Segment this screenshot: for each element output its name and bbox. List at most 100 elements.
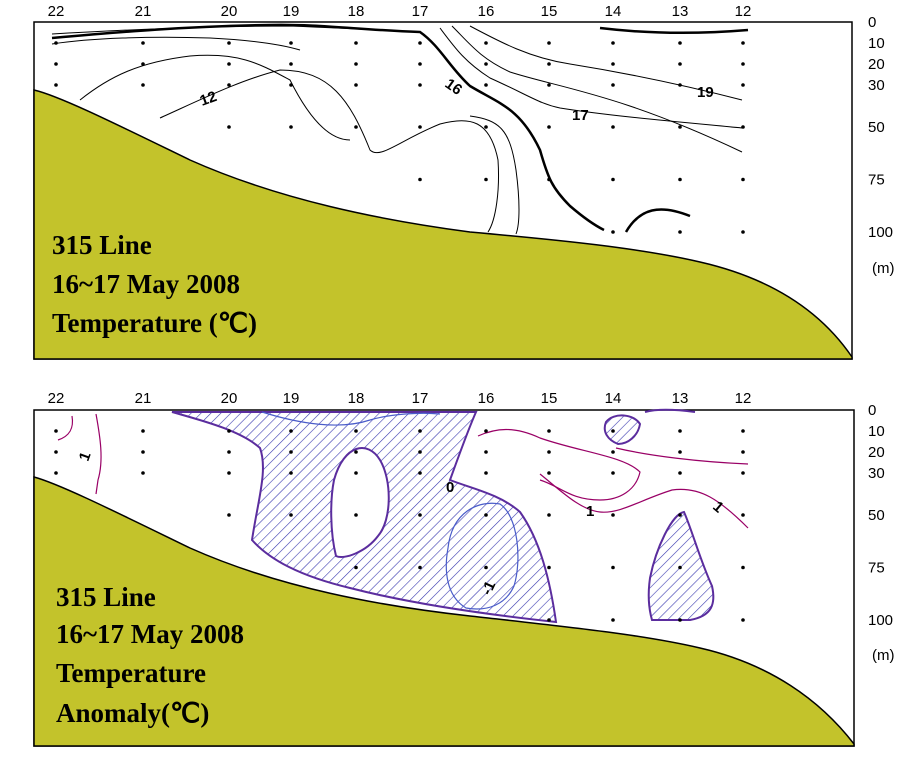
station-label: 15 bbox=[541, 3, 558, 20]
sample-point bbox=[354, 125, 358, 129]
sample-point bbox=[741, 429, 745, 433]
anomaly-contour-line bbox=[615, 447, 749, 465]
sample-point bbox=[547, 450, 551, 454]
contour-label: 17 bbox=[572, 107, 589, 124]
depth-label: 100 bbox=[868, 612, 893, 629]
station-label: 18 bbox=[348, 3, 365, 20]
sample-point bbox=[678, 230, 682, 234]
sample-point bbox=[227, 450, 231, 454]
anomaly-contour-line bbox=[57, 415, 74, 441]
station-label: 18 bbox=[348, 390, 365, 407]
sample-point bbox=[354, 429, 358, 433]
sample-point bbox=[141, 41, 145, 45]
anomaly-contour-line bbox=[539, 473, 749, 529]
sample-point bbox=[289, 429, 293, 433]
sample-point bbox=[141, 471, 145, 475]
temperature-panel: 22 21 20 19 18 17 16 15 14 13 12 0 10 20 30 50 75 100 (m… bbox=[33, 3, 895, 360]
sample-point bbox=[418, 565, 422, 570]
depth-label: 75 bbox=[868, 560, 885, 577]
temperature-depth-labels: 0 10 20 30 50 75 100 bbox=[868, 14, 893, 241]
station-label: 21 bbox=[135, 3, 152, 20]
sample-point bbox=[227, 471, 231, 475]
sample-point bbox=[141, 83, 145, 87]
anomaly-caption-line: 315 Line bbox=[56, 582, 156, 612]
depth-label: 75 bbox=[868, 172, 885, 189]
depth-label: 30 bbox=[868, 465, 885, 482]
sample-point bbox=[741, 125, 745, 129]
sample-point bbox=[741, 618, 745, 622]
anomaly-caption-line: 16~17 May 2008 bbox=[56, 619, 244, 649]
depth-label: 10 bbox=[868, 423, 885, 440]
contour-line bbox=[439, 27, 743, 129]
sample-point bbox=[547, 513, 551, 517]
temperature-caption-line: 16~17 May 2008 bbox=[52, 269, 240, 299]
anomaly-contour-line bbox=[95, 413, 102, 495]
depth-label: 50 bbox=[868, 507, 885, 524]
anomaly-caption-line: Anomaly(℃) bbox=[56, 698, 209, 728]
depth-label: 10 bbox=[868, 35, 885, 52]
contour-line bbox=[624, 208, 691, 233]
sample-point bbox=[54, 429, 58, 433]
contour-line bbox=[469, 25, 743, 101]
sample-point bbox=[741, 450, 745, 454]
station-label: 19 bbox=[283, 390, 300, 407]
contour-line bbox=[599, 26, 749, 35]
station-label: 20 bbox=[221, 3, 238, 20]
sample-point bbox=[141, 450, 145, 454]
anomaly-contour-label: -1 bbox=[478, 578, 499, 597]
depth-label: 30 bbox=[868, 77, 885, 94]
sample-point bbox=[547, 618, 551, 622]
sample-point bbox=[418, 177, 422, 182]
sample-point bbox=[354, 62, 358, 66]
temperature-station-labels: 22 21 20 19 18 17 16 15 14 13 12 bbox=[48, 3, 752, 20]
station-label: 16 bbox=[478, 3, 495, 20]
sample-point bbox=[354, 83, 358, 87]
sample-point bbox=[611, 450, 615, 454]
sample-point bbox=[289, 125, 293, 129]
sample-point bbox=[611, 177, 615, 182]
sample-point bbox=[484, 125, 488, 129]
sample-point bbox=[484, 513, 488, 517]
station-label: 19 bbox=[283, 3, 300, 20]
sample-point bbox=[289, 41, 293, 45]
contour-line bbox=[79, 54, 351, 141]
sample-point bbox=[611, 41, 615, 45]
station-label: 22 bbox=[48, 390, 65, 407]
temperature-caption-line: Temperature (℃) bbox=[52, 308, 257, 338]
sample-point bbox=[418, 41, 422, 45]
contour-line bbox=[469, 115, 520, 235]
sample-point bbox=[611, 513, 615, 517]
sample-point bbox=[678, 471, 682, 475]
contour-label: 19 bbox=[697, 84, 714, 101]
negative-anomaly-region bbox=[603, 414, 642, 446]
sample-point bbox=[547, 471, 551, 475]
anomaly-station-labels: 22 21 20 19 18 17 16 15 14 13 12 bbox=[48, 390, 752, 407]
sample-point bbox=[354, 450, 358, 454]
sample-point bbox=[354, 565, 358, 570]
sample-point bbox=[227, 83, 231, 87]
sample-point bbox=[354, 471, 358, 475]
sample-point bbox=[289, 513, 293, 517]
station-label: 15 bbox=[541, 390, 558, 407]
sample-point bbox=[741, 513, 745, 517]
sample-point bbox=[54, 450, 58, 454]
sample-point bbox=[54, 83, 58, 87]
sample-point bbox=[484, 177, 488, 182]
sample-point bbox=[484, 450, 488, 454]
sample-point bbox=[547, 41, 551, 45]
depth-label: 50 bbox=[868, 119, 885, 136]
station-label: 17 bbox=[412, 390, 429, 407]
anomaly-contour-label: 1 bbox=[586, 503, 594, 520]
sample-point bbox=[741, 177, 745, 182]
sample-point bbox=[611, 618, 615, 622]
sample-point bbox=[611, 230, 615, 234]
station-label: 13 bbox=[672, 390, 689, 407]
contour-line bbox=[51, 23, 605, 232]
sample-point bbox=[741, 230, 745, 234]
sample-point bbox=[418, 471, 422, 475]
anomaly-negative-regions bbox=[171, 408, 715, 624]
anomaly-depth-unit: (m) bbox=[872, 647, 895, 664]
sample-point bbox=[547, 62, 551, 66]
anomaly-contour-line bbox=[644, 408, 696, 413]
sample-point bbox=[418, 62, 422, 66]
